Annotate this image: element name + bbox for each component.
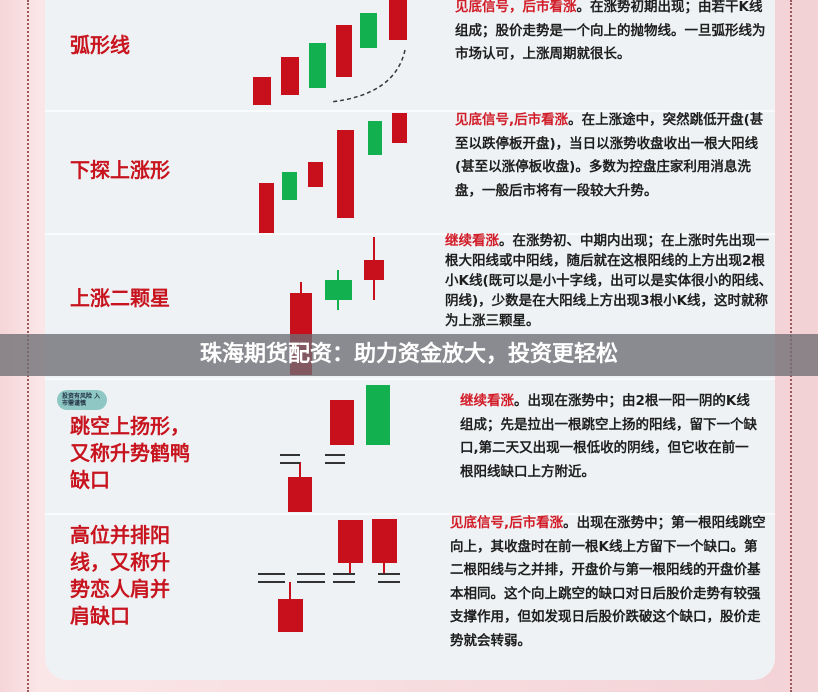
candle-red-wick	[373, 237, 375, 300]
candle-green	[360, 13, 377, 48]
pattern-row-gap-up: 投资有风险 入市需谨慎 跳空上扬形，又称升势鹤鸭缺口 继续看涨。出现在涨势中；由…	[45, 380, 775, 515]
pattern-description: 见底信号，后市看涨。在涨势初期出现；由若干K线组成；股价走势是一个向上的抛物线。…	[455, 0, 775, 67]
description-text: 。在上涨途中，突然跳低开盘(甚至以跌停板开盘)，当日以涨势收盘收出一根大阳线(甚…	[455, 112, 764, 199]
description-text: 。在涨势初、中期内出现；在上涨时先出现一根大阳线或中阳线，随后就在这根阳线的上方…	[445, 233, 773, 329]
pattern-description: 见底信号,后市看涨。在上涨途中，突然跳低开盘(甚至以跌停板开盘)，当日以涨势收盘…	[455, 109, 775, 203]
candle-red	[281, 57, 299, 95]
signal-highlight: 见底信号,后市看涨	[455, 112, 569, 128]
pattern-description: 继续看涨。出现在涨势中；由2根一阳一阴的K线组成；先是拉出一根跳空上扬的阳线，留…	[460, 390, 760, 484]
candle-red	[372, 519, 397, 563]
signal-highlight: 见底信号，后市看涨	[455, 0, 577, 15]
gap-lines	[258, 573, 400, 583]
candle-red-wick	[349, 562, 351, 574]
candle-red-wick	[289, 582, 291, 600]
candle-green	[282, 172, 297, 200]
description-text: 。出现在涨势中；由2根一阳一阴的K线组成；先是拉出一根跳空上扬的阳线，留下一个缺…	[460, 393, 757, 480]
candle-red-wick	[300, 282, 302, 294]
arc-dashed-line	[329, 49, 406, 103]
candle-red	[330, 400, 354, 445]
pattern-title: 高位并排阳线，又称升势恋人肩并肩缺口	[70, 523, 170, 628]
candlestick-illustrations	[253, 0, 407, 632]
candle-red-wick	[383, 562, 385, 574]
risk-warning-badge: 投资有风险 入市需谨慎	[57, 390, 107, 410]
candle-green-wick	[337, 270, 339, 310]
candle-red	[392, 113, 407, 143]
signal-highlight: 继续看涨	[445, 233, 499, 249]
candle-red	[278, 599, 303, 632]
candle-red	[338, 520, 363, 563]
candle-red	[259, 183, 274, 233]
pattern-row-arc: 弧形线 见底信号，后市看涨。在涨势初期出现；由若干K线组成；股价走势是一个向上的…	[45, 0, 775, 112]
signal-highlight: 见底信号,后市看涨	[450, 515, 564, 531]
pattern-row-two-stars: 上涨二颗星 继续看涨。在涨势初、中期内出现；在上涨时先出现一根大阳线或中阳线，随…	[45, 233, 775, 380]
pattern-row-side-by-side: 高位并排阳线，又称升势恋人肩并肩缺口 见底信号,后市看涨。出现在涨势中；第一根阳…	[45, 515, 775, 680]
pattern-title: 下探上涨形	[70, 158, 170, 182]
candle-red	[389, 0, 407, 40]
candle-red	[337, 130, 354, 218]
pattern-description: 继续看涨。在涨势初、中期内出现；在上涨时先出现一根大阳线或中阳线，随后就在这根阳…	[445, 231, 775, 331]
candle-green	[366, 385, 390, 445]
candle-red	[253, 77, 271, 105]
overlay-banner: 珠海期货配资：助力资金放大，投资更轻松	[0, 334, 818, 376]
pattern-title: 跳空上扬形，又称升势鹤鸭缺口	[70, 414, 190, 492]
description-text: 。在涨势初期出现；由若干K线组成；股价走势是一个向上的抛物线。一旦弧形线为市场认…	[455, 0, 766, 62]
gap-lines	[280, 454, 345, 464]
candle-red-wick	[299, 462, 301, 478]
candle-red	[288, 477, 312, 512]
description-text: 。出现在涨势中；第一根阳线跳空向上，其收盘时在前一根K线上方留下一个缺口。第二根…	[450, 515, 766, 649]
candle-green	[309, 43, 326, 88]
candle-green	[368, 121, 382, 155]
pattern-title: 弧形线	[70, 33, 130, 57]
candle-red	[336, 25, 352, 77]
pattern-title: 上涨二颗星	[70, 286, 170, 310]
pattern-description: 见底信号,后市看涨。出现在涨势中；第一根阳线跳空向上，其收盘时在前一根K线上方留…	[450, 512, 770, 653]
candle-red	[308, 162, 323, 187]
signal-highlight: 继续看涨	[460, 393, 514, 409]
pattern-row-dip-rise: 下探上涨形 见底信号,后市看涨。在上涨途中，突然跳低开盘(甚至以跌停板开盘)，当…	[45, 112, 775, 235]
